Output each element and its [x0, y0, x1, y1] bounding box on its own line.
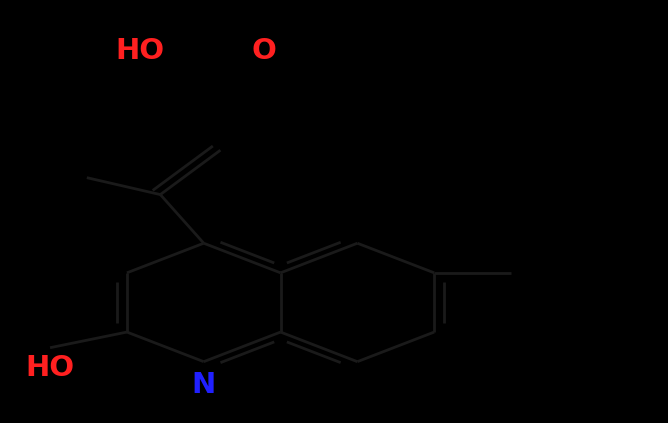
Text: N: N	[192, 371, 216, 399]
Text: HO: HO	[25, 354, 75, 382]
Text: HO: HO	[116, 37, 165, 65]
Text: O: O	[251, 37, 277, 65]
